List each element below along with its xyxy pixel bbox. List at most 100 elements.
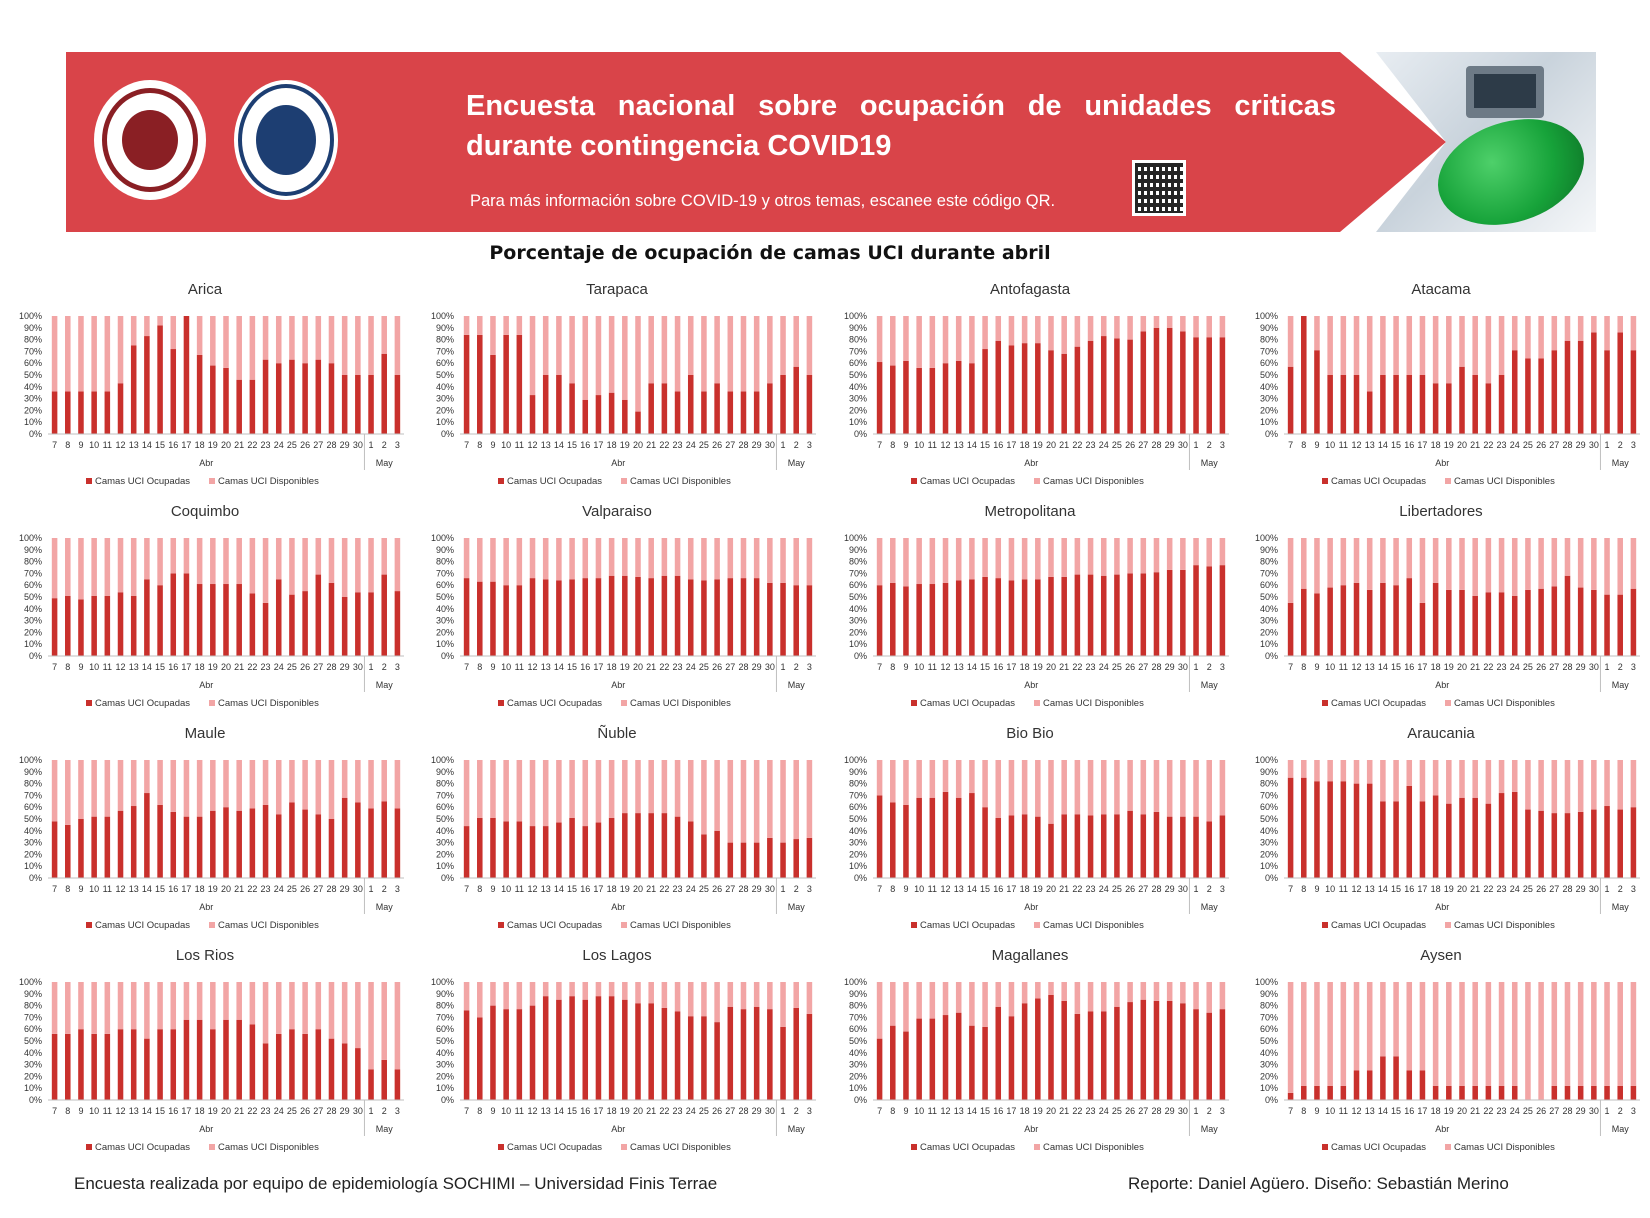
x-tick-label: 27 — [1549, 662, 1559, 672]
x-tick-label: 3 — [1631, 884, 1636, 894]
bar-disponibles — [1380, 982, 1386, 1057]
x-group-label: Abr — [611, 902, 625, 912]
x-tick-label: 3 — [807, 440, 812, 450]
y-tick-label: 70% — [436, 346, 454, 356]
x-tick-label: 1 — [1194, 884, 1199, 894]
x-tick-label: 2 — [1207, 884, 1212, 894]
x-tick-label: 1 — [1605, 440, 1610, 450]
qr-code[interactable] — [1132, 160, 1186, 216]
bar-disponibles — [767, 538, 773, 583]
bar-disponibles — [648, 982, 654, 1004]
x-tick-label: 15 — [567, 440, 577, 450]
bar-disponibles — [1193, 316, 1199, 338]
bar-disponibles — [275, 316, 282, 364]
x-tick-label: 3 — [395, 662, 400, 672]
bar-disponibles — [477, 538, 483, 582]
x-tick-label: 17 — [1417, 884, 1427, 894]
bar-disponibles — [315, 538, 322, 575]
bar-ocupadas — [1432, 582, 1439, 656]
x-tick-label: 29 — [340, 440, 350, 450]
legend-swatch-disponibles — [621, 700, 627, 706]
x-group-label: Abr — [1024, 1124, 1038, 1134]
x-group-label: Abr — [1024, 680, 1038, 690]
bar-disponibles — [341, 760, 348, 798]
bar-disponibles — [170, 538, 177, 574]
chart-atacama: Atacama0%10%20%30%40%50%60%70%80%90%100%… — [1255, 281, 1640, 487]
legend-label-disponibles: Camas UCI Disponibles — [1454, 920, 1555, 931]
x-tick-label: 27 — [1138, 884, 1148, 894]
bar-ocupadas — [210, 810, 216, 878]
x-tick-label: 21 — [1059, 1106, 1069, 1116]
bar-disponibles — [1114, 316, 1120, 339]
chart-bio-bio: Bio Bio0%10%20%30%40%50%60%70%80%90%100%… — [844, 725, 1229, 931]
x-tick-label: 20 — [221, 662, 231, 672]
bar-disponibles — [1193, 760, 1199, 817]
x-tick-label: 1 — [1605, 1106, 1610, 1116]
bar-ocupadas — [753, 1006, 760, 1100]
x-tick-label: 19 — [208, 440, 218, 450]
bar-ocupadas — [1127, 1002, 1133, 1100]
bar-ocupadas — [341, 1043, 348, 1100]
y-tick-label: 30% — [849, 838, 867, 848]
bar-ocupadas — [394, 591, 401, 656]
bar-ocupadas — [490, 581, 496, 656]
bar-ocupadas — [1525, 358, 1531, 434]
chart-title: Atacama — [1411, 281, 1471, 298]
x-tick-label: 30 — [1589, 440, 1599, 450]
y-tick-label: 40% — [1260, 604, 1278, 614]
x-tick-label: 24 — [1099, 1106, 1109, 1116]
x-tick-label: 19 — [620, 662, 630, 672]
legend-label-ocupadas: Camas UCI Ocupadas — [507, 1142, 602, 1153]
x-tick-label: 3 — [807, 662, 812, 672]
x-tick-label: 19 — [208, 884, 218, 894]
bar-ocupadas — [1166, 816, 1173, 878]
chart-title: Ñuble — [597, 725, 636, 742]
bar-ocupadas — [556, 375, 562, 434]
bar-ocupadas — [1127, 810, 1133, 878]
x-tick-label: 1 — [369, 440, 374, 450]
chart-magallanes: Magallanes0%10%20%30%40%50%60%70%80%90%1… — [844, 947, 1229, 1153]
bar-disponibles — [91, 982, 97, 1034]
bar-ocupadas — [1193, 565, 1199, 656]
y-tick-label: 80% — [24, 557, 42, 567]
bar-disponibles — [687, 316, 694, 375]
bar-disponibles — [1472, 316, 1478, 375]
legend-label-disponibles: Camas UCI Disponibles — [1454, 1142, 1555, 1153]
bar-disponibles — [876, 316, 883, 363]
y-tick-label: 40% — [24, 826, 42, 836]
x-tick-label: 16 — [580, 884, 590, 894]
bar-disponibles — [289, 538, 295, 595]
bar-ocupadas — [144, 793, 150, 878]
bar-ocupadas — [463, 334, 470, 434]
x-tick-label: 29 — [1165, 884, 1175, 894]
bar-ocupadas — [1472, 797, 1478, 878]
banner-subtitle: Para más información sobre COVID-19 y ot… — [470, 192, 1056, 210]
x-tick-label: 22 — [1483, 884, 1493, 894]
bar-disponibles — [714, 538, 720, 580]
bar-ocupadas — [622, 999, 628, 1100]
x-tick-label: 11 — [515, 662, 524, 672]
bar-disponibles — [51, 538, 58, 599]
bar-disponibles — [1087, 760, 1094, 816]
x-tick-label: 21 — [1470, 440, 1480, 450]
bar-disponibles — [1353, 316, 1360, 375]
x-tick-label: 23 — [1497, 884, 1507, 894]
bar-disponibles — [740, 538, 747, 579]
bar-ocupadas — [780, 375, 786, 434]
bar-ocupadas — [740, 842, 747, 878]
x-group-label: Abr — [1435, 902, 1449, 912]
bar-disponibles — [196, 760, 203, 817]
bar-ocupadas — [1380, 375, 1386, 434]
bar-disponibles — [490, 982, 496, 1006]
y-tick-label: 0% — [29, 651, 42, 661]
bar-ocupadas — [78, 599, 84, 656]
bar-disponibles — [144, 538, 150, 580]
bar-disponibles — [701, 760, 707, 835]
x-tick-label: 26 — [712, 440, 722, 450]
x-tick-label: 17 — [593, 884, 603, 894]
bar-ocupadas — [170, 573, 177, 656]
x-group-label: Abr — [611, 458, 625, 468]
y-tick-label: 10% — [24, 1083, 42, 1093]
x-tick-label: 19 — [1444, 440, 1454, 450]
y-tick-label: 90% — [24, 989, 42, 999]
